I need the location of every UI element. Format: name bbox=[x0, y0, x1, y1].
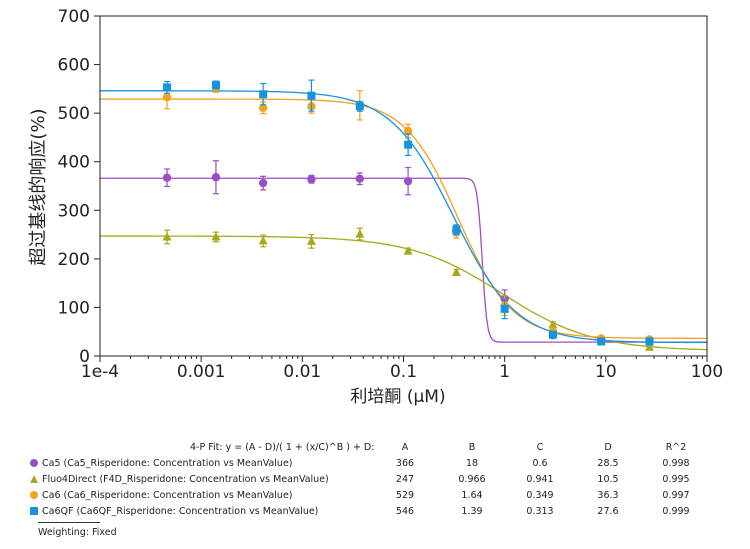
fit-curve bbox=[100, 90, 707, 344]
footer-divider bbox=[38, 522, 100, 523]
y-tick-label: 300 bbox=[58, 201, 90, 221]
x-axis-label: 利培酮 (µM) bbox=[350, 387, 445, 407]
data-point bbox=[258, 235, 268, 245]
legend-square-icon bbox=[30, 507, 38, 515]
legend-circle-icon bbox=[30, 459, 38, 467]
col-header-r2: R^2 bbox=[665, 442, 687, 453]
x-tick-label: 10 bbox=[595, 362, 617, 382]
data-point bbox=[645, 337, 654, 346]
fit-row-ca6qf: Ca6QF (Ca6QF_Risperidone: Concentration … bbox=[30, 504, 730, 520]
data-point bbox=[548, 330, 557, 339]
value-r2: 0.999 bbox=[662, 506, 690, 517]
col-header-b: B bbox=[468, 442, 476, 453]
data-point bbox=[162, 173, 172, 182]
value-d: 36.3 bbox=[597, 490, 619, 501]
value-b: 1.64 bbox=[461, 490, 483, 501]
fit-row-ca6: Ca6 (Ca6_Risperidone: Concentration vs M… bbox=[30, 488, 730, 504]
value-b: 0.966 bbox=[458, 474, 486, 485]
legend-label: Ca5 (Ca5_Risperidone: Concentration vs M… bbox=[42, 458, 293, 469]
data-point bbox=[163, 83, 172, 92]
value-a: 247 bbox=[395, 474, 415, 485]
fit-equation: 4-P Fit: y = (A - D)/( 1 + (x/C)^B ) + D… bbox=[190, 442, 375, 453]
fit-row-ca5: Ca5 (Ca5_Risperidone: Concentration vs M… bbox=[30, 456, 730, 472]
y-tick-label: 0 bbox=[79, 347, 90, 367]
value-d: 10.5 bbox=[597, 474, 619, 485]
plot-frame bbox=[99, 15, 708, 357]
data-point bbox=[307, 175, 316, 184]
value-c: 0.349 bbox=[526, 490, 554, 501]
data-point bbox=[403, 246, 413, 255]
x-tick-label: 0.001 bbox=[177, 362, 226, 382]
data-point bbox=[306, 236, 316, 245]
value-r2: 0.998 bbox=[662, 458, 690, 469]
data-point bbox=[307, 91, 316, 100]
y-tick-label: 600 bbox=[58, 56, 90, 76]
data-point bbox=[451, 267, 461, 276]
value-d: 28.5 bbox=[597, 458, 619, 469]
y-tick-label: 500 bbox=[58, 104, 90, 124]
value-a: 366 bbox=[395, 458, 415, 469]
value-b: 18 bbox=[465, 458, 479, 469]
data-point bbox=[258, 178, 268, 188]
legend-circle-icon bbox=[30, 491, 38, 499]
data-point bbox=[355, 174, 365, 183]
col-header-c: C bbox=[536, 442, 544, 453]
fit-curve bbox=[100, 177, 707, 343]
data-point bbox=[404, 140, 413, 149]
legend-triangle-icon bbox=[30, 475, 38, 483]
x-tick-label: 0.01 bbox=[283, 362, 321, 382]
x-tick-label: 100 bbox=[691, 362, 723, 382]
data-point bbox=[452, 225, 461, 234]
x-tick-label: 1 bbox=[499, 362, 510, 382]
data-point bbox=[259, 90, 268, 99]
weighting-note: Weighting: Fixed bbox=[38, 527, 117, 538]
data-point bbox=[162, 92, 172, 102]
col-header-d: D bbox=[604, 442, 612, 453]
value-c: 0.313 bbox=[526, 506, 554, 517]
value-b: 1.39 bbox=[461, 506, 483, 517]
value-r2: 0.997 bbox=[662, 490, 690, 501]
data-point bbox=[211, 173, 221, 182]
data-point bbox=[500, 304, 509, 313]
data-point bbox=[355, 229, 365, 238]
fit-table-header: 4-P Fit: y = (A - D)/( 1 + (x/C)^B ) + D… bbox=[30, 440, 730, 456]
fit-parameters-table: 4-P Fit: y = (A - D)/( 1 + (x/C)^B ) + D… bbox=[30, 440, 730, 520]
legend-label: Fluo4Direct (F4D_Risperidone: Concentrat… bbox=[42, 474, 329, 485]
col-header-a: A bbox=[401, 442, 409, 453]
value-r2: 0.995 bbox=[662, 474, 690, 485]
data-point bbox=[211, 80, 220, 89]
y-axis-label: 超过基线的响应(%) bbox=[28, 108, 49, 265]
y-tick-label: 200 bbox=[58, 250, 90, 270]
x-tick-label: 0.1 bbox=[390, 362, 417, 382]
value-d: 27.6 bbox=[597, 506, 619, 517]
value-c: 0.6 bbox=[532, 458, 548, 469]
data-point bbox=[355, 102, 364, 111]
data-point bbox=[403, 176, 413, 186]
legend-label: Ca6QF (Ca6QF_Risperidone: Concentration … bbox=[42, 506, 319, 517]
fit-row-fluo4direct: Fluo4Direct (F4D_Risperidone: Concentrat… bbox=[30, 472, 730, 488]
value-a: 546 bbox=[395, 506, 415, 517]
data-point bbox=[597, 337, 606, 346]
data-point bbox=[644, 342, 654, 351]
axes: 0 100 200 300 400 500 600 700 1e-4 0.001 0.01 0.1 1 1… bbox=[58, 7, 724, 382]
x-tick-label: 1e-4 bbox=[81, 362, 119, 382]
data-point bbox=[211, 232, 221, 241]
data-point bbox=[548, 319, 558, 329]
data-points bbox=[162, 79, 654, 351]
value-c: 0.941 bbox=[526, 474, 554, 485]
legend-label: Ca6 (Ca6_Risperidone: Concentration vs M… bbox=[42, 490, 293, 501]
fit-curve bbox=[100, 98, 708, 339]
y-tick-label: 400 bbox=[58, 153, 90, 173]
dose-response-chart: 0 100 200 300 400 500 600 700 1e-4 0.001 0.01 0.1 1 1… bbox=[28, 7, 724, 407]
y-tick-label: 700 bbox=[58, 7, 90, 27]
data-point bbox=[162, 232, 172, 241]
value-a: 529 bbox=[395, 490, 415, 501]
fit-curve bbox=[100, 235, 708, 351]
y-tick-label: 100 bbox=[58, 298, 90, 318]
data-point bbox=[403, 126, 413, 136]
fit-curves bbox=[100, 90, 708, 351]
data-point bbox=[258, 103, 268, 113]
